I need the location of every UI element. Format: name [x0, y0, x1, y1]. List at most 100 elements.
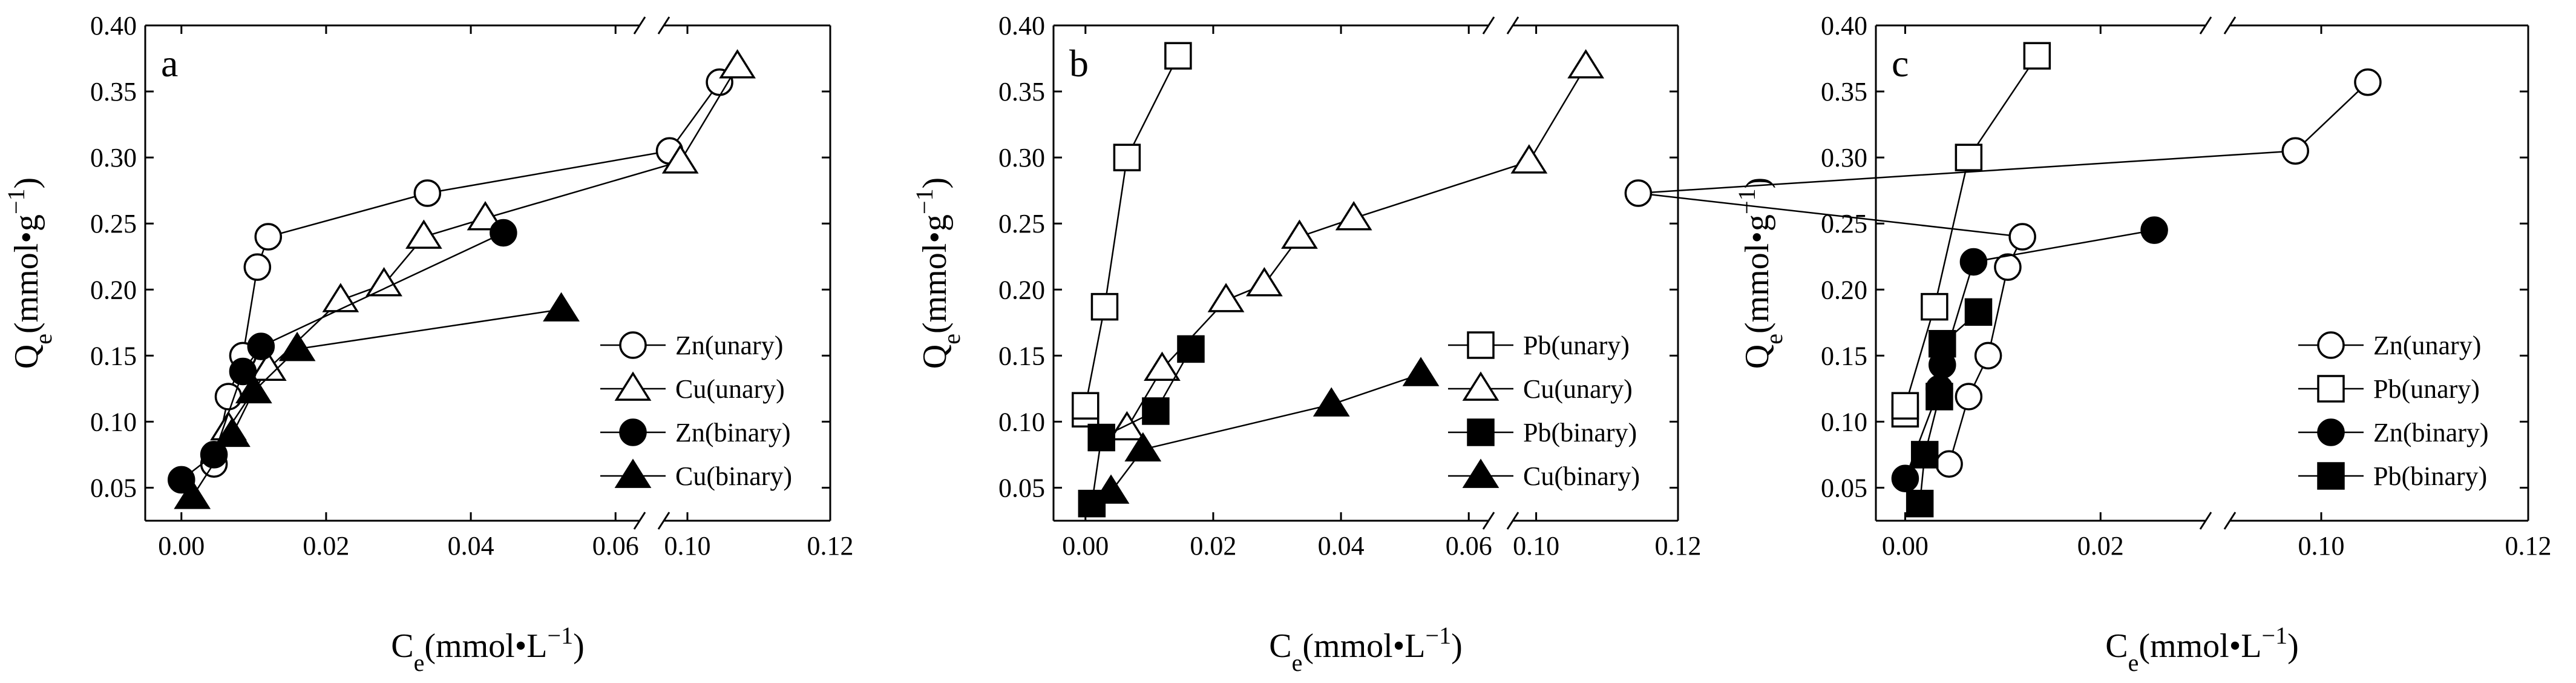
data-point	[543, 292, 580, 322]
x-tick-label: 0.06	[592, 531, 639, 561]
x-tick-label: 0.00	[158, 531, 205, 561]
y-axis-label: Qe(mmol•g−1)	[2, 177, 57, 369]
data-point	[174, 480, 211, 509]
y-tick-label: 0.15	[1821, 341, 1867, 371]
legend-label: Zn(binary)	[2373, 418, 2489, 447]
x-axis-label-part: e	[1292, 649, 1303, 676]
y-axis-label-part: Q	[916, 345, 954, 369]
axis-break-mark	[1506, 512, 1519, 530]
x-tick-label: 0.12	[2505, 531, 2552, 561]
legend-label: Pb(unary)	[1523, 331, 1630, 360]
data-point	[1964, 298, 1993, 326]
series-line	[1091, 348, 1192, 504]
y-axis-label-part: −1	[2, 188, 30, 214]
y-axis-label-part: (mmol•g	[8, 214, 45, 334]
legend-marker	[619, 418, 647, 446]
legend-label: Zn(unary)	[2373, 331, 2481, 360]
legend-marker	[2317, 418, 2345, 446]
series-line	[228, 65, 738, 429]
data-point	[1510, 144, 1548, 174]
data-point	[1087, 423, 1115, 452]
y-tick-label: 0.35	[998, 77, 1045, 107]
axis-break-mark	[1482, 512, 1495, 530]
x-axis-label-part: C	[1269, 627, 1291, 665]
data-point	[254, 223, 283, 251]
x-tick-label: 0.02	[303, 531, 349, 561]
data-point	[2354, 68, 2382, 96]
data-point	[1281, 219, 1318, 249]
x-tick-label: 0.02	[2077, 531, 2124, 561]
data-point	[467, 200, 504, 231]
x-tick-label: 0.10	[1513, 531, 1559, 561]
x-axis-label-part: C	[391, 627, 413, 665]
x-axis-label-part: )	[2287, 627, 2299, 665]
x-axis-label-part: (mmol•L	[2138, 627, 2261, 665]
legend-label: Pb(unary)	[2373, 374, 2480, 404]
data-point	[1994, 253, 2022, 281]
y-tick-label: 0.05	[90, 473, 137, 503]
data-point	[413, 179, 442, 207]
y-tick-label: 0.30	[1821, 143, 1867, 173]
y-tick-label: 0.30	[998, 143, 1045, 173]
legend-label: Cu(unary)	[1523, 374, 1633, 404]
data-point	[1246, 267, 1283, 297]
data-point	[1090, 292, 1119, 321]
data-point	[661, 144, 699, 174]
axis-break-mark	[2199, 512, 2212, 530]
y-tick-label: 0.40	[90, 11, 137, 41]
data-point	[247, 332, 275, 360]
x-axis-label: Ce(mmol•L−1)	[1269, 622, 1462, 676]
legend-label: Zn(unary)	[675, 331, 783, 360]
axis-break-mark	[657, 16, 670, 35]
data-point	[1142, 397, 1170, 425]
data-point	[1402, 357, 1440, 386]
x-tick-label: 0.06	[1446, 531, 1492, 561]
data-point	[1935, 450, 1963, 478]
x-axis-label-part: (mmol•L	[1302, 627, 1425, 665]
chart-panel-c: 0.05 0.10 0.15 0.20 0.25 0.30 0.35 0.40 0.00 0.02…	[1624, 11, 2552, 676]
x-tick-label: 0.00	[1062, 531, 1109, 561]
y-tick-label: 0.30	[90, 143, 137, 173]
legend-marker	[2317, 331, 2345, 359]
y-axis-label-part: −1	[911, 188, 938, 214]
x-axis-label-part: −1	[1426, 622, 1452, 649]
y-tick-label: 0.40	[998, 11, 1045, 41]
y-axis-label-part: Q	[8, 345, 45, 369]
data-point	[1955, 383, 1983, 411]
data-point	[365, 267, 402, 297]
data-point	[1955, 144, 1983, 171]
y-axis-label-part: )	[916, 177, 954, 189]
x-axis-label-part: C	[2105, 627, 2128, 665]
y-tick-label: 0.05	[998, 473, 1045, 503]
data-point	[1124, 432, 1162, 462]
data-point	[214, 417, 251, 447]
y-axis-label-part: e	[1760, 334, 1788, 345]
data-point	[243, 253, 272, 281]
legend-label: Cu(binary)	[675, 461, 792, 491]
legend-marker	[1462, 458, 1499, 488]
axis-break-mark	[2223, 512, 2237, 530]
y-tick-label: 0.10	[1821, 407, 1867, 437]
data-point	[278, 331, 316, 361]
legend-marker	[1467, 418, 1495, 446]
y-axis-label: Qe(mmol•g−1)	[911, 177, 965, 369]
data-point	[2008, 223, 2036, 251]
y-axis-label-part: e	[938, 334, 965, 345]
x-tick-label: 0.12	[1655, 531, 1702, 561]
legend-marker	[1462, 371, 1499, 401]
legend-label: Zn(binary)	[675, 418, 791, 447]
data-point	[2023, 42, 2051, 70]
y-tick-label: 0.20	[90, 275, 137, 305]
data-point	[1929, 329, 1956, 358]
data-point	[1072, 392, 1100, 420]
axis-break-mark	[2199, 16, 2212, 35]
y-axis-label-part: (mmol•g	[916, 214, 954, 334]
data-point	[1910, 441, 1939, 469]
y-axis-label-part: e	[30, 334, 57, 345]
data-point	[1113, 144, 1141, 171]
y-tick-label: 0.35	[90, 77, 137, 107]
y-tick-label: 0.10	[998, 407, 1045, 437]
data-point	[1144, 351, 1181, 381]
data-point	[1906, 489, 1934, 518]
